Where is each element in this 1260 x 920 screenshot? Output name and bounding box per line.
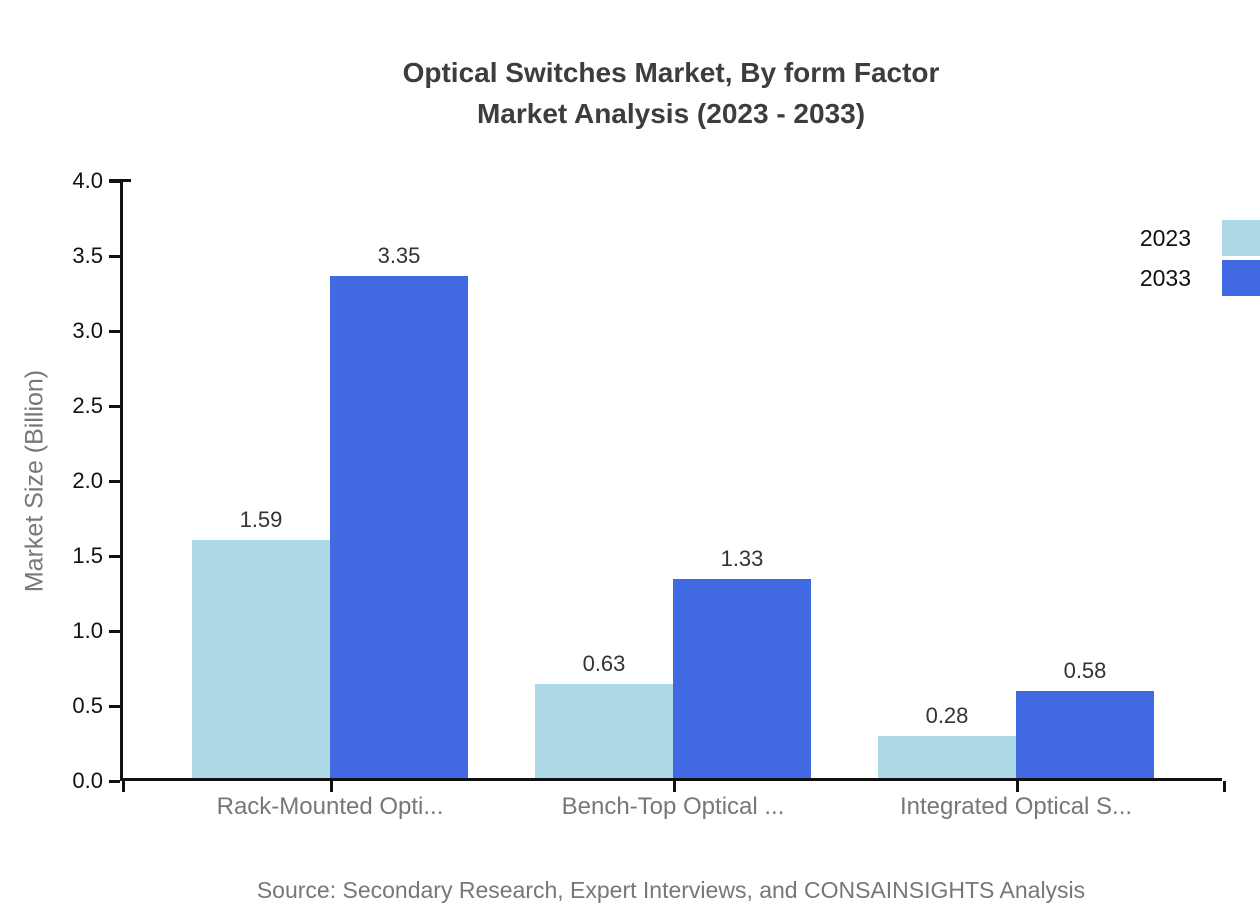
x-tick-mark <box>673 781 676 792</box>
legend-label-2023: 2023 <box>1139 224 1191 251</box>
bar-2023-1 <box>535 683 673 778</box>
legend-item-2023: 2023 <box>1140 220 1260 256</box>
y-tick-mark <box>109 179 120 183</box>
chart-title-line1: Optical Switches Market, By form Factor <box>402 57 940 88</box>
bar-2033-0 <box>330 275 468 778</box>
y-tick-label: 2.5 <box>72 393 103 418</box>
x-tick-mark <box>1222 781 1226 792</box>
chart-title-line2: Market Analysis (2023 - 2033) <box>476 98 866 129</box>
y-tick-mark <box>109 554 120 558</box>
y-axis-cap <box>109 179 131 182</box>
y-tick-mark <box>109 404 120 408</box>
category-label-1: Bench-Top Optical ... <box>561 793 785 820</box>
y-tick-label: 1.5 <box>72 543 103 568</box>
bar-value-label: 1.59 <box>239 506 283 532</box>
bar-value-label: 1.33 <box>720 545 764 571</box>
legend-label-2033: 2033 <box>1139 264 1191 291</box>
bar-value-label: 0.28 <box>925 703 969 728</box>
category-label-0: Rack-Mounted Opti... <box>216 793 444 820</box>
y-tick-mark <box>109 254 120 258</box>
y-tick-label: 1.0 <box>72 618 103 643</box>
legend-item-2033: 2033 <box>1140 260 1260 296</box>
bar-2023-2 <box>878 736 1016 778</box>
y-tick-label: 2.0 <box>72 468 103 493</box>
y-tick-label: 3.0 <box>72 318 103 343</box>
y-tick-label: 0.0 <box>72 768 103 793</box>
legend-swatch-2023 <box>1222 220 1260 256</box>
chart-title: Optical Switches Market, By form Factor … <box>82 52 1260 134</box>
y-tick-mark <box>109 779 120 783</box>
x-tick-mark <box>1016 781 1019 792</box>
x-tick-mark <box>330 781 333 792</box>
bar-2023-0 <box>192 539 330 778</box>
y-tick-label: 4.0 <box>72 168 103 193</box>
y-tick-label: 3.5 <box>72 243 103 268</box>
legend-swatch-2033 <box>1222 260 1260 296</box>
y-tick-mark <box>109 329 120 333</box>
bar-value-label: 3.35 <box>377 242 421 268</box>
bar-2033-2 <box>1016 691 1154 778</box>
category-label-2: Integrated Optical S... <box>899 793 1133 820</box>
source-attribution: Source: Secondary Research, Expert Inter… <box>256 877 1086 903</box>
y-tick-mark <box>109 479 120 483</box>
y-tick-mark <box>109 629 120 633</box>
y-tick-mark <box>109 704 120 708</box>
x-tick-mark <box>121 781 125 792</box>
bar-value-label: 0.63 <box>582 650 626 676</box>
bar-value-label: 0.58 <box>1063 658 1107 683</box>
plot-area: 0.0 0.5 1.0 1.5 2.0 2.5 3.0 3.5 4.0 1.59 0.63 0.28 3… <box>72 168 1226 820</box>
bar-2033-1 <box>673 578 811 778</box>
y-tick-label: 0.5 <box>72 693 103 718</box>
legend: 2023 2033 <box>1140 220 1260 300</box>
